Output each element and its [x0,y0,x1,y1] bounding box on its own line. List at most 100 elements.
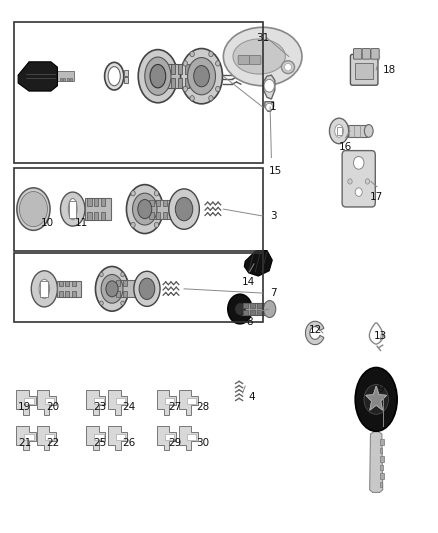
Bar [156,199,160,206]
Bar [94,434,103,440]
Polygon shape [16,390,35,415]
Circle shape [131,222,135,228]
Text: 29: 29 [168,438,181,448]
Ellipse shape [134,271,160,306]
Ellipse shape [101,274,123,303]
Bar [116,280,120,286]
Text: 12: 12 [308,325,321,335]
Bar [187,434,196,440]
Bar [258,303,262,308]
Text: 27: 27 [168,402,181,413]
Bar [337,127,342,135]
Polygon shape [16,426,35,450]
Text: 16: 16 [339,142,352,152]
Bar [57,71,74,81]
Bar [57,281,81,297]
Bar [59,281,63,286]
Polygon shape [108,390,127,415]
Bar [355,63,373,79]
Bar [101,198,106,206]
Bar [163,212,167,219]
Bar [112,280,145,297]
Bar [87,212,92,220]
Bar [171,78,175,88]
Bar [124,70,128,76]
Ellipse shape [335,125,343,138]
Ellipse shape [39,279,49,298]
Bar [40,281,48,297]
Text: 17: 17 [370,192,383,203]
Circle shape [355,188,362,196]
Bar [116,434,125,440]
Ellipse shape [133,193,157,225]
Text: 24: 24 [122,402,135,413]
Polygon shape [157,426,176,450]
Text: 11: 11 [75,218,88,228]
Circle shape [190,95,194,101]
Bar [149,212,153,219]
Bar [163,199,167,206]
Bar [59,292,63,297]
Ellipse shape [285,63,291,71]
Circle shape [183,61,187,66]
Ellipse shape [25,197,42,221]
Ellipse shape [282,61,294,74]
Text: 28: 28 [196,402,209,413]
Circle shape [121,301,124,305]
Polygon shape [86,426,106,450]
Circle shape [154,222,159,228]
Bar [85,198,111,220]
Text: 8: 8 [246,317,253,327]
Circle shape [121,272,124,277]
Bar [149,199,153,206]
Ellipse shape [31,271,57,307]
Ellipse shape [223,27,302,86]
Bar [244,310,248,316]
Bar [65,292,69,297]
Bar [72,281,76,286]
Bar [14,168,263,251]
Circle shape [364,384,389,414]
FancyBboxPatch shape [342,151,375,207]
Text: 7: 7 [270,288,277,298]
Circle shape [209,95,213,101]
Text: 9: 9 [377,384,384,394]
Text: 13: 13 [374,330,387,341]
Ellipse shape [169,189,199,229]
Text: 14: 14 [242,278,255,287]
Text: 20: 20 [46,402,60,413]
Bar [65,281,69,286]
Bar [63,78,65,81]
Text: 23: 23 [94,402,107,413]
Bar [94,399,103,405]
Bar [124,77,128,83]
Polygon shape [157,390,176,415]
Bar [187,399,196,405]
Ellipse shape [108,67,120,86]
Ellipse shape [138,50,177,103]
Bar [171,64,175,74]
Bar [60,78,62,81]
Bar [87,198,92,206]
Bar [45,399,54,405]
Polygon shape [37,426,56,450]
Bar [165,434,174,440]
Bar [72,292,76,297]
Polygon shape [264,75,275,99]
Bar [116,292,120,297]
Polygon shape [370,430,383,492]
Ellipse shape [127,184,163,233]
Circle shape [365,179,370,184]
Bar [380,465,383,470]
Bar [251,310,255,316]
Bar [145,199,180,219]
Bar [185,78,189,88]
Ellipse shape [138,199,152,219]
Bar [178,64,182,74]
Bar [178,78,182,88]
Bar [101,212,106,220]
Polygon shape [265,102,274,111]
Ellipse shape [175,197,193,221]
Bar [24,399,34,405]
Ellipse shape [264,301,276,318]
